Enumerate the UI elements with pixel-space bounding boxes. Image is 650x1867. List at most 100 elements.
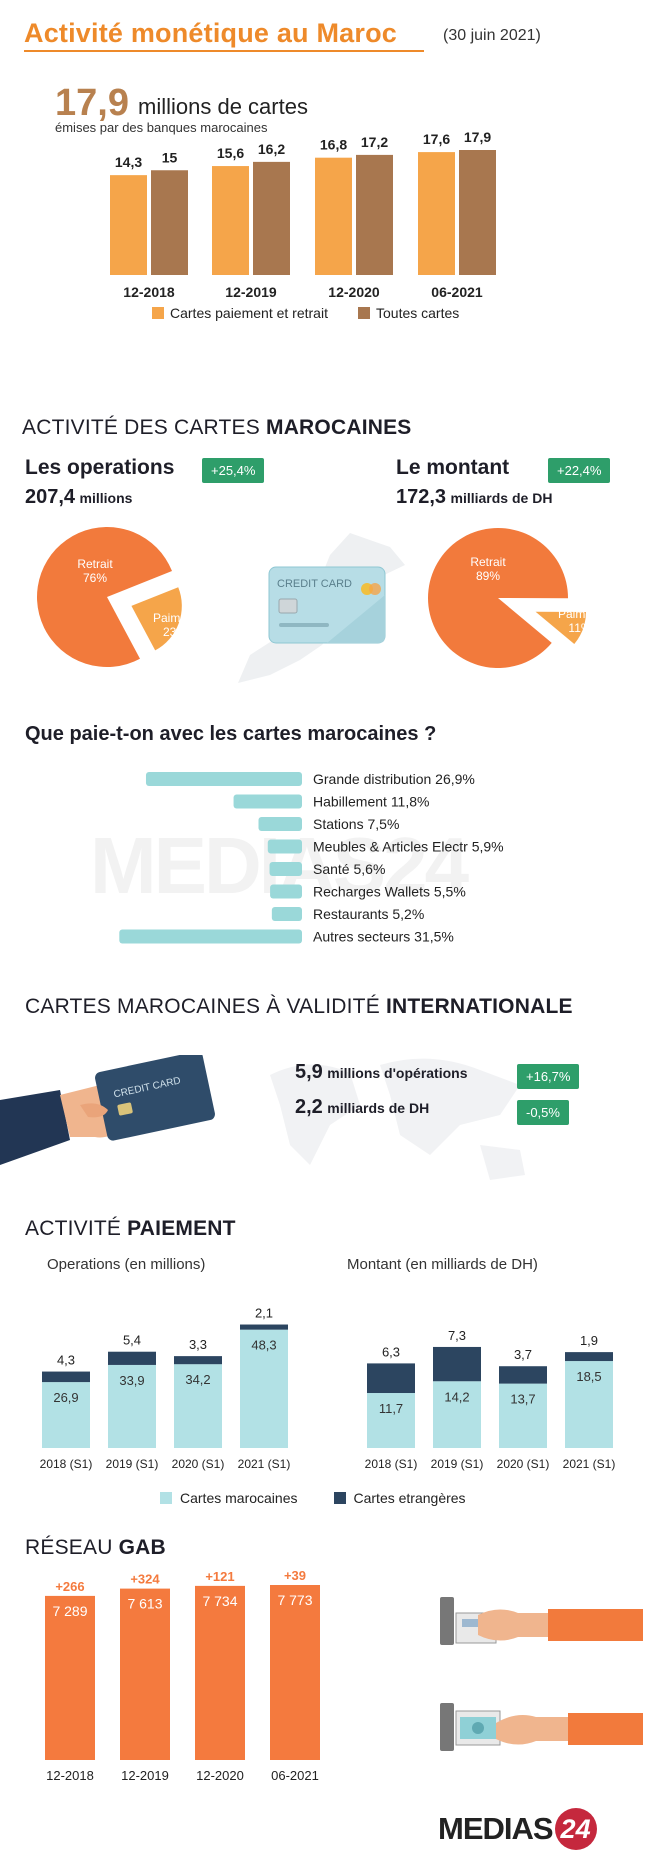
pie-pct-retrait: 89%: [476, 569, 500, 583]
legend-label-toutes-cartes: Toutes cartes: [376, 305, 459, 321]
credit-card-icon: CREDIT CARD: [268, 566, 386, 644]
gab-title-bold: GAB: [118, 1536, 166, 1559]
hbar-5: [270, 884, 302, 899]
paiement-title-regular: ACTIVITÉ: [25, 1217, 128, 1240]
x-tick-label-2: 12-2020: [328, 284, 380, 300]
gab-x-tick-1: 12-2019: [121, 1768, 169, 1783]
ops-value: 207,4: [25, 486, 76, 508]
stack-bar-marocaines-1: [433, 1381, 481, 1448]
cards-bar-chart: 14,3 15 12-2018 15,6 16,2 12-2019 16,8 17,2 12-2…: [110, 129, 496, 321]
activity-title-regular: ACTIVITÉ DES CARTES: [22, 416, 266, 439]
cards-total-subtitle: émises par des banques marocaines: [55, 120, 268, 135]
stack-bar-marocaines-0: [42, 1382, 90, 1448]
hbar-6: [271, 907, 302, 921]
stack-x-tick-3: 2021 (S1): [238, 1457, 291, 1471]
brand-name: MEDIAS: [438, 1811, 554, 1846]
ops-badge: +25,4%: [202, 458, 265, 483]
bar-toutes-cartes-3: [459, 150, 496, 275]
gab-value-3: 7 773: [277, 1592, 312, 1608]
stack-label-etrangeres-2: 3,3: [189, 1337, 207, 1352]
stack-bar-etrangeres-2: [174, 1356, 222, 1365]
bar-value-label-0-0: 14,3: [115, 154, 142, 170]
hbar-label-2: Stations 7,5%: [313, 816, 399, 832]
pie-label-paiment: Paiment: [153, 611, 198, 625]
bar-value-label-0-3: 17,6: [423, 131, 450, 147]
bar-toutes-cartes-0: [151, 170, 188, 275]
bar-value-label-1-2: 17,2: [361, 134, 388, 150]
bar-value-label-1-0: 15: [162, 149, 178, 165]
paiement-legend: Cartes marocaines Cartes etrangères: [160, 1490, 466, 1506]
bar-value-label-0-2: 16,8: [320, 137, 347, 153]
hand-card-illustration: CREDIT CARD: [0, 1055, 215, 1165]
gab-x-tick-3: 06-2021: [271, 1768, 319, 1783]
hbar-3: [267, 839, 302, 854]
title-underline: [24, 50, 424, 52]
pie-label-retrait: Retrait: [470, 555, 506, 569]
hbar-label-3: Meubles & Articles Electr 5,9%: [313, 839, 504, 855]
page-date: (30 juin 2021): [443, 27, 541, 44]
stack-label-etrangeres-3: 2,1: [255, 1306, 273, 1321]
bar-paiement-retrait-1: [212, 166, 249, 275]
amount-stat: 172,3 milliards de DH: [396, 486, 552, 509]
intl-amount-unit: milliards de DH: [327, 1100, 430, 1116]
paiement-section-title: ACTIVITÉ PAIEMENT: [25, 1217, 236, 1241]
stack-bar-etrangeres-3: [565, 1352, 613, 1362]
bar-paiement-retrait-2: [315, 157, 352, 275]
world-map-illustration: [270, 1058, 525, 1180]
gab-delta-0: +266: [55, 1579, 84, 1594]
stack-x-tick-1: 2019 (S1): [106, 1457, 159, 1471]
sector-hbar-chart: Grande distribution 26,9% Habillement 11,…: [119, 771, 504, 945]
pie-pct-paiment: 11%: [568, 621, 591, 635]
activity-title-bold: MAROCAINES: [266, 416, 412, 439]
gab-x-tick-2: 12-2020: [196, 1768, 244, 1783]
amount-value: 172,3: [396, 486, 447, 508]
pie-slice-retrait: [428, 528, 568, 668]
pie-label-retrait: Retrait: [77, 557, 113, 571]
legend-swatch-marocaines: [160, 1492, 172, 1504]
legend-label-etrangeres: Cartes etrangères: [353, 1490, 466, 1506]
hbar-7: [119, 929, 302, 944]
legend-label-paiement-retrait: Cartes paiement et retrait: [170, 305, 328, 321]
stack-label-marocaines-0: 26,9: [53, 1390, 78, 1405]
ops-unit: millions: [79, 490, 133, 506]
pie-slice-paiment: [131, 587, 182, 651]
stack-label-etrangeres-3: 1,9: [580, 1333, 598, 1348]
stack-label-etrangeres-1: 7,3: [448, 1328, 466, 1343]
page-title: Activité monétique au Maroc: [24, 18, 397, 48]
amount-unit: milliards de DH: [450, 490, 553, 506]
hbar-label-0: Grande distribution 26,9%: [313, 771, 475, 787]
brand-logo: MEDIAS 24: [438, 1808, 597, 1850]
bar-value-label-0-1: 15,6: [217, 145, 244, 161]
bar-paiement-retrait-0: [110, 175, 147, 275]
gab-value-1: 7 613: [127, 1596, 162, 1612]
legend-swatch-etrangeres: [333, 1492, 346, 1504]
x-tick-label-1: 12-2019: [225, 284, 277, 300]
stack-label-etrangeres-2: 3,7: [514, 1347, 532, 1362]
stack-label-marocaines-0: 11,7: [379, 1401, 403, 1416]
pie-slice-paiment: [535, 611, 586, 645]
stack-x-tick-0: 2018 (S1): [365, 1457, 418, 1471]
stack-bar-marocaines-3: [240, 1329, 288, 1448]
stack-bar-marocaines-0: [367, 1393, 415, 1448]
pay-section-title: Que paie-t-on avec les cartes marocaines…: [25, 723, 437, 745]
stack-label-marocaines-1: 33,9: [119, 1373, 144, 1388]
gab-section-title: RÉSEAU GAB: [25, 1536, 166, 1560]
legend-label-marocaines: Cartes marocaines: [180, 1490, 298, 1506]
stack-bar-marocaines-2: [174, 1364, 222, 1448]
stack-label-marocaines-2: 34,2: [185, 1372, 210, 1387]
gab-delta-3: +39: [284, 1570, 306, 1583]
intl-title-bold: INTERNATIONALE: [385, 995, 573, 1018]
intl-ops-unit: millions d'opérations: [327, 1065, 468, 1081]
gab-bar-1: [120, 1588, 170, 1760]
bar-toutes-cartes-1: [253, 161, 290, 275]
cards-total-value: 17,9: [55, 82, 129, 124]
stack-label-marocaines-3: 18,5: [576, 1369, 601, 1384]
bar-value-label-1-3: 17,9: [464, 129, 491, 145]
cards-total-unit: millions de cartes: [138, 94, 308, 119]
legend-swatch-toutes-cartes: [358, 307, 370, 319]
amount-label: Le montant: [396, 456, 510, 479]
stack-x-tick-2: 2020 (S1): [497, 1457, 550, 1471]
stack-label-marocaines-3: 48,3: [251, 1338, 276, 1353]
